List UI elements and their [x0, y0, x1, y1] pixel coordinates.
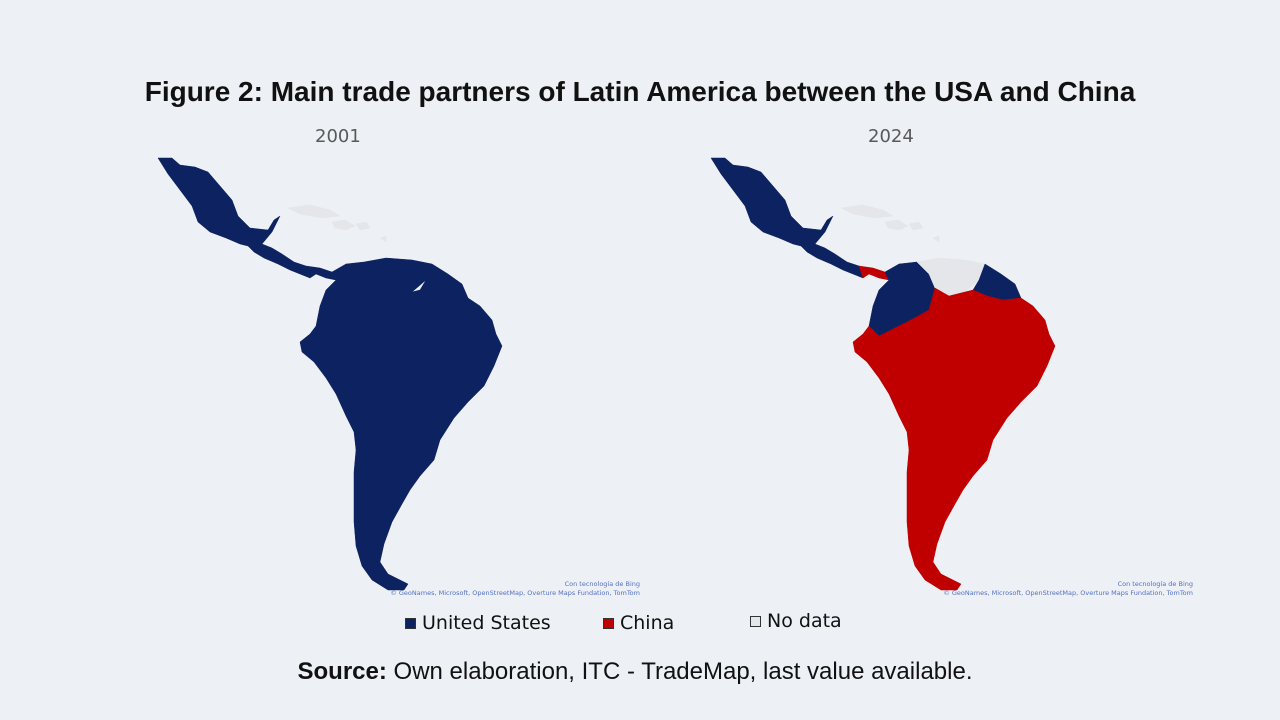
mexico-region: [710, 157, 834, 247]
central-america-region: [247, 243, 315, 279]
panama-region: [858, 265, 890, 281]
map-credit-2001: Con tecnología de Bing © GeoNames, Micro…: [340, 580, 640, 598]
credit-line-2: © GeoNames, Microsoft, OpenStreetMap, Ov…: [943, 589, 1193, 597]
legend-item-united-states: United States: [405, 612, 551, 634]
legend-swatch-no-data: [750, 615, 761, 627]
map-2001: [157, 157, 503, 591]
caribbean-region: [287, 204, 387, 243]
caribbean-region: [840, 204, 940, 243]
figure-title: Figure 2: Main trade partners of Latin A…: [144, 76, 1136, 107]
credit-line-1: Con tecnología de Bing: [1117, 580, 1193, 588]
legend-label: China: [620, 612, 675, 634]
south-america-region: [299, 287, 503, 591]
panama-region: [305, 265, 337, 281]
credit-line-2: © GeoNames, Microsoft, OpenStreetMap, Ov…: [390, 589, 640, 597]
map-credit-2024: Con tecnología de Bing © GeoNames, Micro…: [893, 580, 1193, 598]
legend-label: United States: [422, 612, 551, 634]
legend-item-china: China: [603, 612, 674, 634]
legend-swatch-united-states: [405, 617, 416, 629]
map-year-2001: 2001: [315, 126, 361, 147]
venezuela-region: [363, 257, 433, 297]
central-america-region: [800, 243, 868, 279]
south-america-region: [852, 287, 1056, 591]
source-label: Source:: [297, 658, 387, 685]
map-2024: [710, 157, 1056, 591]
legend-item-no-data: No data: [750, 610, 842, 632]
source-text: Own elaboration, ITC - TradeMap, last va…: [386, 658, 973, 685]
legend-swatch-china: [603, 617, 614, 629]
legend-label: No data: [767, 610, 842, 632]
source-note: Source: Own elaboration, ITC - TradeMap,…: [0, 658, 1270, 686]
map-year-2024: 2024: [868, 126, 914, 147]
mexico-region: [157, 157, 281, 247]
venezuela-region: [916, 257, 986, 297]
credit-line-1: Con tecnología de Bing: [564, 580, 640, 588]
